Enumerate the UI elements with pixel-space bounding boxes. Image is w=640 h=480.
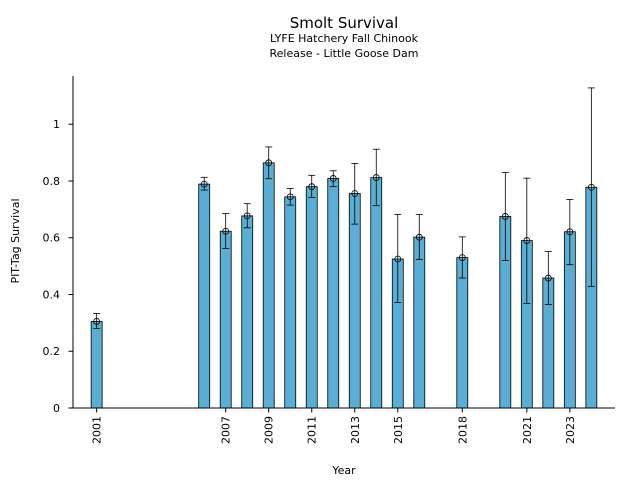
x-tick-label: 2011	[306, 416, 319, 444]
y-tick-label: 0.4	[43, 288, 61, 301]
bar-2013	[348, 193, 361, 409]
y-tick-label: 0.6	[43, 232, 61, 245]
bar-2006	[198, 183, 211, 409]
y-tick-label: 0.2	[43, 345, 61, 358]
point-2016	[415, 233, 423, 241]
point-2023	[566, 228, 574, 236]
point-2018	[458, 254, 466, 262]
bar-2016	[413, 236, 426, 409]
point-2009	[265, 159, 273, 167]
bar-2008	[241, 215, 254, 409]
point-2011	[308, 183, 316, 191]
x-axis-label: Year	[331, 464, 356, 477]
bar-2007	[219, 230, 232, 409]
point-2010	[286, 193, 294, 201]
y-axis-label: PIT-Tag Survival	[9, 198, 22, 283]
point-2008	[243, 212, 251, 220]
y-axis-ticks: 0 0.2 0.4 0.6 0.8 1	[43, 118, 73, 415]
point-2012	[329, 175, 337, 182]
x-tick-label: 2023	[564, 416, 577, 444]
y-tick-label: 0	[53, 402, 60, 415]
chart-subtitle-line-2: Release - Little Goose Dam	[270, 47, 419, 60]
x-tick-label: 2007	[220, 416, 233, 444]
point-2015	[394, 255, 402, 263]
point-2021	[523, 237, 531, 244]
chart-subtitle-line-1: LYFE Hatchery Fall Chinook	[270, 32, 419, 45]
point-2007	[222, 227, 230, 235]
point-2014	[372, 174, 380, 181]
point-2020	[501, 213, 509, 220]
bar-2010	[284, 196, 297, 409]
point-2013	[351, 190, 359, 197]
x-tick-label: 2021	[521, 416, 534, 444]
plot-area	[90, 87, 598, 409]
bar-2014	[370, 177, 383, 409]
bar-2009	[262, 162, 275, 409]
y-tick-label: 0.8	[43, 175, 61, 188]
point-2001	[93, 318, 101, 325]
x-tick-label: 2015	[392, 416, 405, 444]
x-tick-label: 2001	[91, 416, 104, 444]
point-2024	[587, 183, 595, 191]
chart-title: Smolt Survival	[290, 14, 399, 32]
bar-2001	[90, 321, 103, 409]
bar-2011	[305, 186, 318, 409]
x-axis-ticks: 2001 2007 2009 2011 2013 2015 2018 2021 2023	[91, 408, 577, 444]
point-2006	[200, 180, 208, 188]
bar-2012	[327, 178, 340, 409]
bar-2018	[456, 257, 469, 409]
x-tick-label: 2018	[456, 416, 469, 444]
point-2022	[544, 274, 552, 282]
y-tick-label: 1	[53, 118, 60, 131]
x-tick-label: 2009	[263, 416, 276, 444]
x-tick-label: 2013	[349, 416, 362, 444]
